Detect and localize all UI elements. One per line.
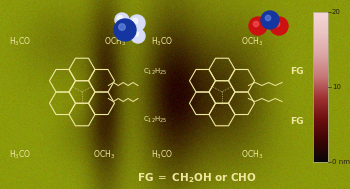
Circle shape [129, 15, 145, 31]
Circle shape [249, 17, 267, 35]
Text: 10: 10 [332, 84, 341, 90]
Text: 20: 20 [332, 9, 341, 15]
Text: FG: FG [290, 118, 303, 126]
Text: H$_3$CO: H$_3$CO [151, 36, 173, 48]
Circle shape [132, 18, 138, 24]
Text: OCH$_3$: OCH$_3$ [93, 149, 115, 161]
Text: H$_3$CO: H$_3$CO [9, 149, 31, 161]
Text: C$_{12}$H$_{25}$: C$_{12}$H$_{25}$ [143, 115, 168, 125]
Text: H$_3$CO: H$_3$CO [9, 36, 31, 48]
Circle shape [261, 11, 279, 29]
Circle shape [134, 32, 139, 36]
Bar [313, 12, 328, 162]
Circle shape [131, 29, 145, 43]
Text: H$_3$CO: H$_3$CO [151, 149, 173, 161]
Circle shape [270, 17, 288, 35]
Text: OCH$_3$: OCH$_3$ [241, 36, 263, 48]
Text: OCH$_3$: OCH$_3$ [241, 149, 263, 161]
Text: FG: FG [290, 67, 303, 77]
Text: OCH$_3$: OCH$_3$ [104, 36, 126, 48]
Text: C$_{12}$H$_{25}$: C$_{12}$H$_{25}$ [143, 67, 168, 77]
Circle shape [118, 15, 122, 20]
Circle shape [119, 24, 125, 30]
Text: $\bf{FG}$ $=$ $\bf{CH_2OH}$ $\bf{or}$ $\bf{CHO}$: $\bf{FG}$ $=$ $\bf{CH_2OH}$ $\bf{or}$ $\… [137, 171, 257, 185]
Circle shape [115, 13, 129, 27]
Text: 0 nm: 0 nm [332, 159, 350, 165]
Circle shape [253, 21, 259, 27]
Circle shape [274, 21, 280, 27]
Circle shape [265, 15, 271, 21]
Circle shape [114, 19, 136, 41]
